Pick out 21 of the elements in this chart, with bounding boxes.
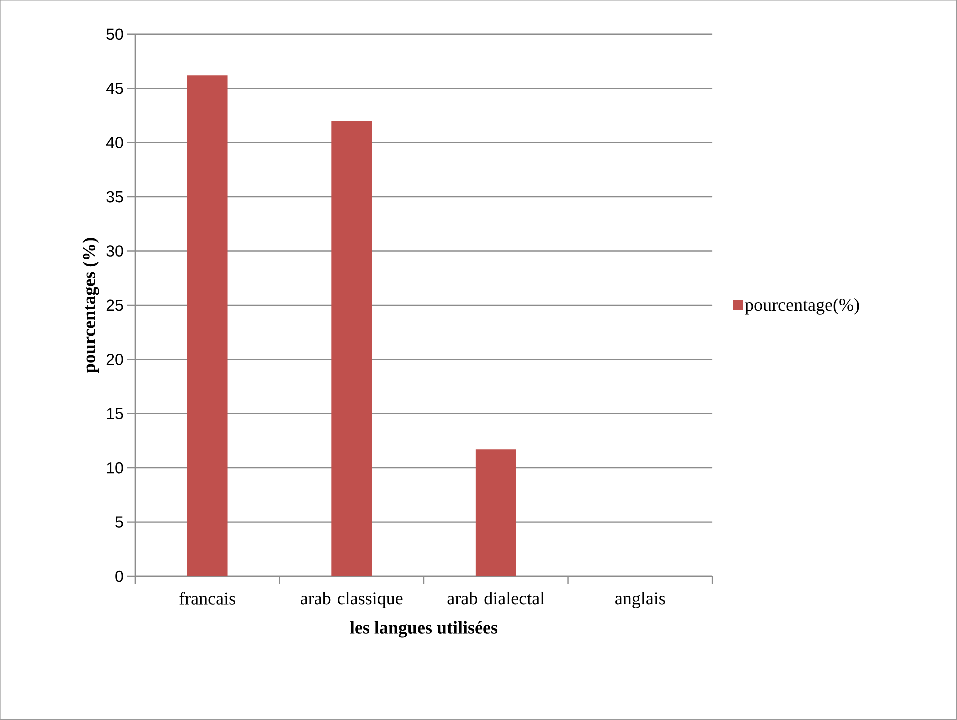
bar	[187, 76, 228, 577]
x-tick-label: arab dialectal	[448, 592, 545, 605]
y-tick-label: 5	[116, 516, 124, 528]
y-tick-label: 50	[106, 28, 124, 40]
y-tick-label: 10	[107, 462, 124, 474]
y-tick-label: 0	[116, 570, 124, 582]
y-tick-label: 35	[106, 191, 124, 203]
x-tick-label: arab classique	[301, 592, 403, 608]
legend-label: pourcentage(%)	[745, 298, 860, 315]
y-tick-label: 20	[106, 354, 124, 366]
y-tick-label: 30	[106, 246, 124, 257]
bar	[332, 121, 372, 577]
y-tick-label: 25	[106, 300, 124, 312]
x-tick-label: francais	[180, 592, 236, 605]
y-tick-label: 40	[106, 137, 124, 149]
bar	[476, 450, 516, 577]
x-axis-title: les langues utilisées	[350, 621, 498, 638]
y-tick-label: 45	[106, 83, 124, 94]
y-tick-label: 15	[107, 408, 124, 420]
x-tick-label: anglais	[616, 592, 666, 608]
y-axis-title: pourcentages (%)	[82, 238, 100, 374]
